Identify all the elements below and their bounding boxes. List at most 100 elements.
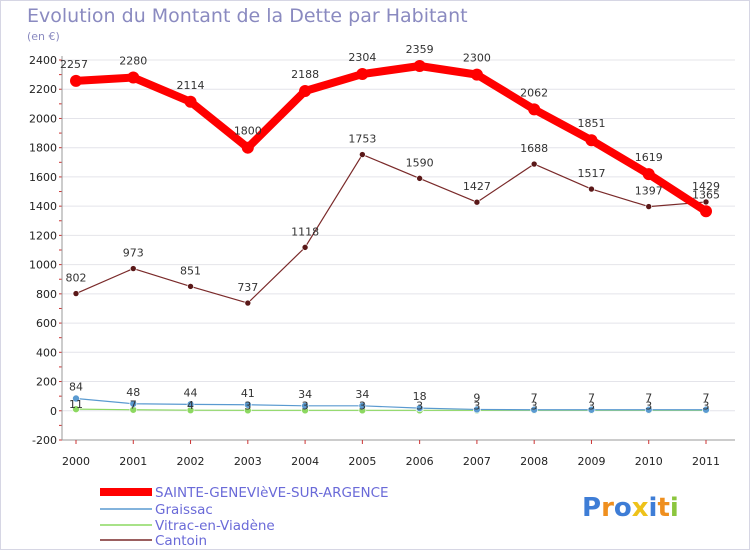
data-label: 2257: [60, 58, 88, 71]
y-tick-label: 1000: [29, 259, 57, 272]
data-point: [184, 95, 197, 108]
axis-layer: -200 0 200 400 600 800 1000 1200 1400 1600 1800 200…: [29, 54, 735, 468]
data-point: [702, 405, 710, 414]
x-tick-label: 2004: [291, 455, 319, 468]
data-label: 7: [130, 399, 137, 412]
data-label: 4: [187, 399, 194, 412]
data-label: 7: [703, 392, 710, 405]
data-label: 3: [359, 399, 366, 412]
data-label: 44: [184, 386, 198, 399]
legend-label: SAINTE-GENEVIèVE-SUR-ARGENCE: [155, 485, 389, 501]
series-line-3: [75, 153, 707, 304]
data-label: 34: [355, 388, 369, 401]
data-label: 1517: [577, 167, 605, 180]
data-point: [127, 71, 140, 84]
data-label: 2304: [348, 51, 376, 64]
logo-letter: r: [601, 493, 614, 523]
data-point: [301, 401, 309, 410]
data-label: 802: [66, 272, 87, 285]
data-label: 3: [473, 399, 480, 412]
data-point: [415, 404, 424, 412]
data-point: [473, 198, 481, 206]
data-label: 1619: [635, 151, 663, 164]
data-label: 3: [645, 399, 652, 412]
data-label: 2359: [406, 43, 434, 56]
x-tick-label: 2008: [520, 455, 548, 468]
data-label: 34: [298, 388, 312, 401]
y-tick-label: 1800: [29, 142, 57, 155]
x-tick-label: 2009: [577, 455, 605, 468]
data-label: 3: [244, 399, 251, 412]
logo-letter: x: [632, 493, 649, 523]
proxiti-logo: Proxiti: [582, 493, 679, 523]
data-point: [413, 59, 426, 72]
data-label: 18: [413, 390, 427, 403]
data-label: 1753: [348, 133, 376, 146]
y-tick-label: 200: [36, 376, 57, 389]
logo-letter: i: [670, 493, 679, 523]
data-label: 3: [703, 399, 710, 412]
data-label: 1397: [635, 185, 663, 198]
data-point: [244, 400, 252, 409]
data-label: 3: [531, 399, 538, 412]
x-tick-label: 2003: [234, 455, 262, 468]
y-tick-label: -200: [32, 434, 57, 447]
data-label: 2114: [177, 79, 205, 92]
data-point: [470, 68, 483, 81]
data-point: [530, 405, 538, 414]
y-tick-label: 0: [50, 405, 57, 418]
data-label: 1590: [406, 156, 434, 169]
data-label: 7: [645, 392, 652, 405]
x-tick-label: 2000: [62, 455, 90, 468]
data-point: [186, 400, 195, 409]
data-point: [129, 265, 137, 272]
data-label: 3: [302, 399, 309, 412]
data-label: 3: [416, 399, 423, 412]
data-label: 1800: [234, 125, 262, 138]
chart-title: Evolution du Montant de la Dette par Hab…: [27, 5, 468, 27]
y-tick-label: 800: [36, 288, 57, 301]
x-tick-label: 2010: [635, 455, 663, 468]
y-tick-label: 2400: [29, 54, 57, 67]
data-point: [530, 160, 538, 168]
data-point: [702, 198, 710, 206]
y-tick-label: 1600: [29, 171, 57, 184]
legend-label: Cantoin: [155, 533, 207, 549]
data-point: [241, 141, 254, 154]
series-line-1: [75, 397, 707, 411]
data-point: [129, 399, 138, 408]
x-tick-label: 2001: [119, 455, 147, 468]
data-label: 1429: [692, 180, 720, 193]
grid-layer: [62, 59, 735, 441]
data-label: 2280: [119, 55, 147, 68]
data-point: [473, 405, 481, 414]
data-point: [72, 290, 80, 297]
data-point: [644, 405, 653, 414]
legend: SAINTE-GENEVIèVE-SUR-ARGENCEGraissacVitr…: [100, 485, 389, 549]
data-point: [244, 299, 252, 307]
y-tick-label: 1400: [29, 200, 57, 213]
data-label: 851: [180, 264, 201, 277]
y-tick-label: 400: [36, 346, 57, 359]
data-label: 2300: [463, 52, 491, 65]
x-tick-label: 2005: [348, 455, 376, 468]
data-point: [700, 205, 712, 218]
data-label: 1427: [463, 180, 491, 193]
x-tick-label: 2011: [692, 455, 720, 468]
x-tick-label: 2006: [406, 455, 434, 468]
data-label: 2062: [520, 86, 548, 99]
data-point: [645, 203, 653, 210]
y-tick-label: 1200: [29, 229, 57, 242]
logo-letter: i: [649, 493, 658, 523]
data-point: [301, 244, 309, 251]
data-point: [356, 68, 369, 81]
data-label: 84: [69, 380, 83, 393]
x-tick-label: 2002: [177, 455, 205, 468]
data-label: 1365: [692, 188, 720, 201]
data-label: 9: [473, 391, 480, 404]
data-point: [587, 405, 596, 414]
data-point: [528, 103, 541, 116]
series-line-0: [72, 61, 710, 216]
y-tick-label: 2200: [29, 83, 57, 96]
